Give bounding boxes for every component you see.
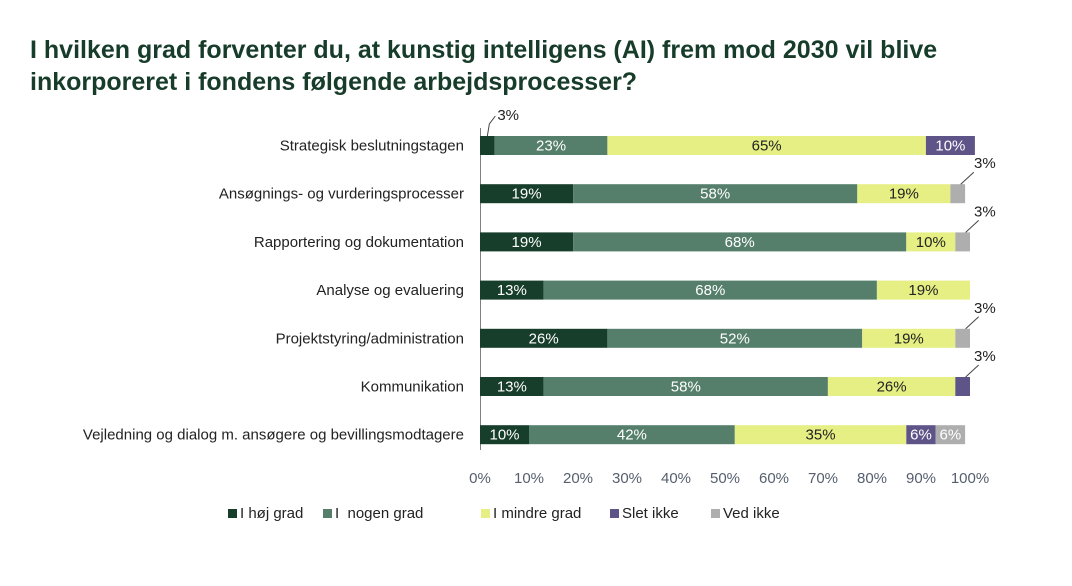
bar-segment xyxy=(573,184,858,204)
data-label: 10% xyxy=(935,138,965,155)
x-tick-label: 100% xyxy=(951,470,989,487)
data-label: 68% xyxy=(725,234,755,251)
bar-segment xyxy=(950,184,966,204)
bar-segment xyxy=(607,136,926,155)
legend-label: I nogen grad xyxy=(335,505,423,522)
legend-label: I høj grad xyxy=(240,505,303,522)
bar-segment xyxy=(935,425,966,445)
data-label: 19% xyxy=(894,330,924,347)
bar-segment xyxy=(857,184,951,204)
bar-segment xyxy=(494,136,608,155)
leader-line xyxy=(965,364,979,378)
data-label: 26% xyxy=(529,330,559,347)
x-tick-label: 30% xyxy=(612,470,642,487)
bar-segment xyxy=(607,328,863,348)
bar-segment xyxy=(480,136,495,155)
data-label: 3% xyxy=(974,155,996,172)
x-tick-label: 40% xyxy=(661,470,691,487)
bar-segment xyxy=(529,425,735,445)
leader-line xyxy=(965,220,979,233)
bar-segment xyxy=(480,232,574,252)
x-tick-label: 70% xyxy=(808,470,838,487)
leader-line xyxy=(965,316,979,330)
bar-segment xyxy=(955,232,970,252)
data-label: 6% xyxy=(910,427,932,444)
category-label: Analyse og evaluering xyxy=(316,282,464,299)
bar-segment xyxy=(955,377,970,396)
data-label: 6% xyxy=(940,427,962,444)
data-label: 23% xyxy=(536,138,566,155)
data-label: 52% xyxy=(720,330,750,347)
bar-segment xyxy=(906,425,936,445)
chart-title-line-1: I hvilken grad forventer du, at kunstig … xyxy=(30,36,938,64)
bar-segment xyxy=(480,280,544,300)
legend-swatch xyxy=(711,509,720,518)
category-label: Projektstyring/administration xyxy=(276,330,464,347)
data-label: 3% xyxy=(497,107,519,124)
x-tick-label: 20% xyxy=(563,470,593,487)
bar-segment xyxy=(543,280,877,300)
data-label: 19% xyxy=(889,186,919,203)
x-tick-label: 50% xyxy=(710,470,740,487)
bar-segment xyxy=(734,425,907,445)
x-tick-label: 80% xyxy=(857,470,887,487)
category-label: Ansøgnings- og vurderingsprocesser xyxy=(219,186,464,203)
data-label: 10% xyxy=(916,234,946,251)
bar-segment xyxy=(480,328,608,348)
category-label: Kommunikation xyxy=(361,379,464,396)
data-label: 3% xyxy=(974,300,996,317)
leader-line xyxy=(960,171,975,185)
legend-label: Ved ikke xyxy=(723,505,780,522)
legend-swatch xyxy=(228,509,237,518)
bar-segment xyxy=(827,377,956,396)
data-label: 19% xyxy=(512,234,542,251)
bar-segment xyxy=(925,136,975,155)
x-tick-label: 60% xyxy=(759,470,789,487)
category-label: Strategisk beslutningstagen xyxy=(280,138,464,155)
legend-swatch xyxy=(323,509,332,518)
legend-swatch xyxy=(481,509,490,518)
data-label: 65% xyxy=(752,138,782,155)
bar-segment xyxy=(906,232,956,252)
bar-segment xyxy=(480,425,529,445)
bar-segment xyxy=(862,328,956,348)
data-label: 58% xyxy=(671,379,701,396)
leader-line xyxy=(486,115,496,137)
bar-segment xyxy=(480,184,574,204)
bar-segment xyxy=(955,328,970,348)
legend-label: I mindre grad xyxy=(493,505,581,522)
data-label: 26% xyxy=(877,379,907,396)
data-label: 68% xyxy=(695,282,725,299)
bar-segment xyxy=(543,377,828,396)
data-label: 35% xyxy=(806,427,836,444)
x-tick-label: 0% xyxy=(469,470,491,487)
data-label: 13% xyxy=(497,379,527,396)
bar-segment xyxy=(480,377,544,396)
bar-segment xyxy=(573,232,907,252)
x-tick-label: 90% xyxy=(906,470,936,487)
bar-segment xyxy=(876,280,970,300)
category-label: Rapportering og dokumentation xyxy=(254,234,464,251)
data-label: 13% xyxy=(497,282,527,299)
data-label: 19% xyxy=(908,282,938,299)
category-label: Vejledning og dialog m. ansøgere og bevi… xyxy=(83,427,464,444)
data-label: 19% xyxy=(512,186,542,203)
data-label: 42% xyxy=(617,427,647,444)
chart-title: I hvilken grad forventer du, at kunstig … xyxy=(30,34,1050,98)
data-label: 10% xyxy=(489,427,519,444)
x-tick-label: 10% xyxy=(514,470,544,487)
legend-label: Slet ikke xyxy=(622,505,679,522)
data-label: 3% xyxy=(974,348,996,365)
chart-title-line-2: inkorporeret i fondens følgende arbejdsp… xyxy=(30,68,638,96)
data-label: 3% xyxy=(974,203,996,220)
legend-swatch xyxy=(610,509,619,518)
data-label: 58% xyxy=(700,186,730,203)
